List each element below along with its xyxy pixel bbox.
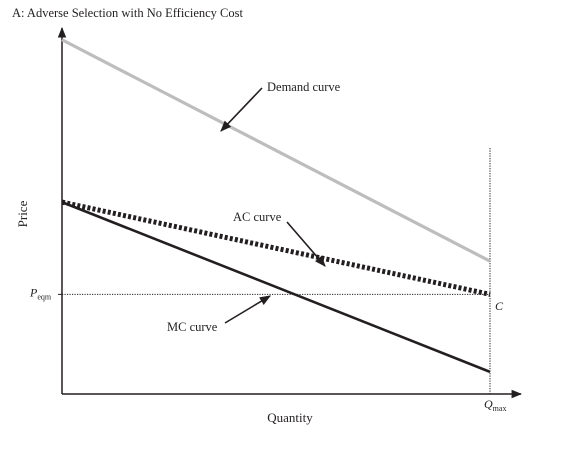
equilibrium-price-subscript: eqm xyxy=(37,292,52,301)
max-quantity-subscript: max xyxy=(493,404,507,413)
equilibrium-price-tick-label: Peqm xyxy=(29,285,52,301)
demand-annotation-arrow xyxy=(220,87,263,132)
demand-curve-line xyxy=(61,38,491,263)
ac-annotation-arrow xyxy=(286,221,326,267)
mc-curve-line xyxy=(61,200,491,374)
mc-annotation-arrow xyxy=(224,295,271,324)
max-quantity-symbol: Q xyxy=(484,397,493,411)
y-axis-label: Price xyxy=(15,200,30,227)
ac-curve-annotation: AC curve xyxy=(233,210,282,224)
x-axis-label: Quantity xyxy=(267,410,313,425)
ac-curve-line xyxy=(61,199,491,297)
chart-title: A: Adverse Selection with No Efficiency … xyxy=(12,6,244,20)
demand-curve-annotation: Demand curve xyxy=(267,80,341,94)
point-c-label: C xyxy=(495,299,504,313)
max-quantity-tick-label: Qmax xyxy=(484,397,506,413)
equilibrium-price-symbol: P xyxy=(29,285,38,299)
mc-curve-annotation: MC curve xyxy=(167,320,218,334)
